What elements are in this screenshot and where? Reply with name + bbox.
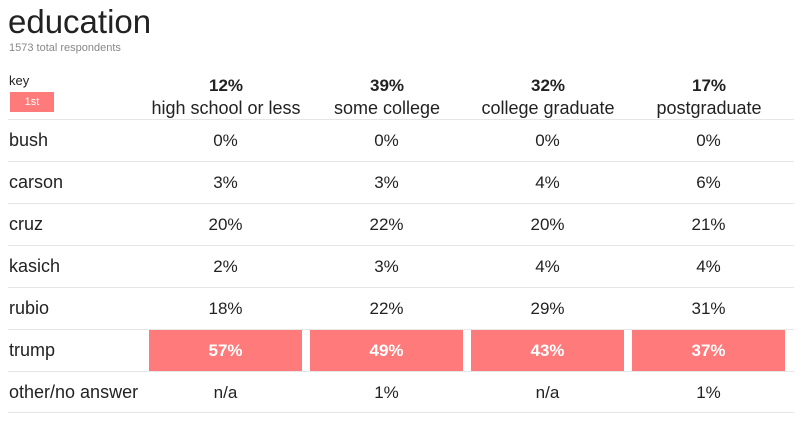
row-label: trump: [9, 340, 56, 360]
cell-value: n/a: [535, 383, 560, 402]
cell-value: 21%: [691, 215, 726, 234]
table-row: rubio 18% 22% 29% 31%: [8, 287, 794, 329]
column-share: 32%: [530, 76, 566, 95]
cell-value: 1%: [696, 383, 721, 402]
row-label: cruz: [9, 214, 44, 234]
cell-value-first-place: 37%: [632, 330, 785, 371]
column-name: high school or less: [151, 98, 301, 118]
cell-value: 20%: [530, 215, 565, 234]
table-row: kasich 2% 3% 4% 4%: [8, 245, 794, 287]
cell-value: n/a: [213, 383, 238, 402]
key-label: key: [9, 73, 30, 88]
column-name: college graduate: [481, 98, 615, 118]
table-row: trump 57% 49% 43% 37%: [8, 329, 794, 371]
respondents-subtitle: 1573 total respondents: [9, 42, 121, 54]
column-header-college-graduate: 32% college graduate: [468, 76, 628, 119]
table-row: carson 3% 3% 4% 6%: [8, 161, 794, 203]
row-label: other/no answer: [9, 382, 139, 402]
cell-value-first-place: 57%: [149, 330, 302, 371]
cell-value: 3%: [213, 173, 238, 192]
cell-value: 1%: [374, 383, 399, 402]
key-first-swatch: 1st: [10, 92, 54, 112]
table-row: other/no answer n/a 1% n/a 1%: [8, 371, 794, 413]
cell-value: 20%: [208, 215, 243, 234]
cell-value: 3%: [374, 173, 399, 192]
cell-value-first-place: 49%: [310, 330, 463, 371]
table-row: bush 0% 0% 0% 0%: [8, 119, 794, 161]
cell-value-first-place: 43%: [471, 330, 624, 371]
cell-value: 29%: [530, 299, 565, 318]
row-label: kasich: [9, 256, 61, 276]
table-row: cruz 20% 22% 20% 21%: [8, 203, 794, 245]
cell-value: 6%: [696, 173, 721, 192]
column-header-postgraduate: 17% postgraduate: [629, 76, 789, 119]
row-label: rubio: [9, 298, 50, 318]
cell-value: 31%: [691, 299, 726, 318]
cell-value: 22%: [369, 215, 404, 234]
cell-value: 4%: [535, 173, 560, 192]
column-share: 39%: [369, 76, 405, 95]
column-header-high-school: 12% high school or less: [146, 76, 306, 119]
cell-value: 0%: [696, 131, 721, 150]
column-name: postgraduate: [656, 98, 762, 118]
row-label: bush: [9, 130, 49, 150]
cell-value: 22%: [369, 299, 404, 318]
column-share: 12%: [208, 76, 244, 95]
row-label: carson: [9, 172, 64, 192]
cell-value: 0%: [213, 131, 238, 150]
cell-value: 4%: [535, 257, 560, 276]
cell-value: 18%: [208, 299, 243, 318]
cell-value: 0%: [535, 131, 560, 150]
cell-value: 0%: [374, 131, 399, 150]
cell-value: 2%: [213, 257, 238, 276]
chart-title: education: [8, 3, 152, 40]
column-name: some college: [333, 98, 441, 118]
column-share: 17%: [691, 76, 727, 95]
cell-value: 3%: [374, 257, 399, 276]
column-header-some-college: 39% some college: [307, 76, 467, 119]
cell-value: 4%: [696, 257, 721, 276]
